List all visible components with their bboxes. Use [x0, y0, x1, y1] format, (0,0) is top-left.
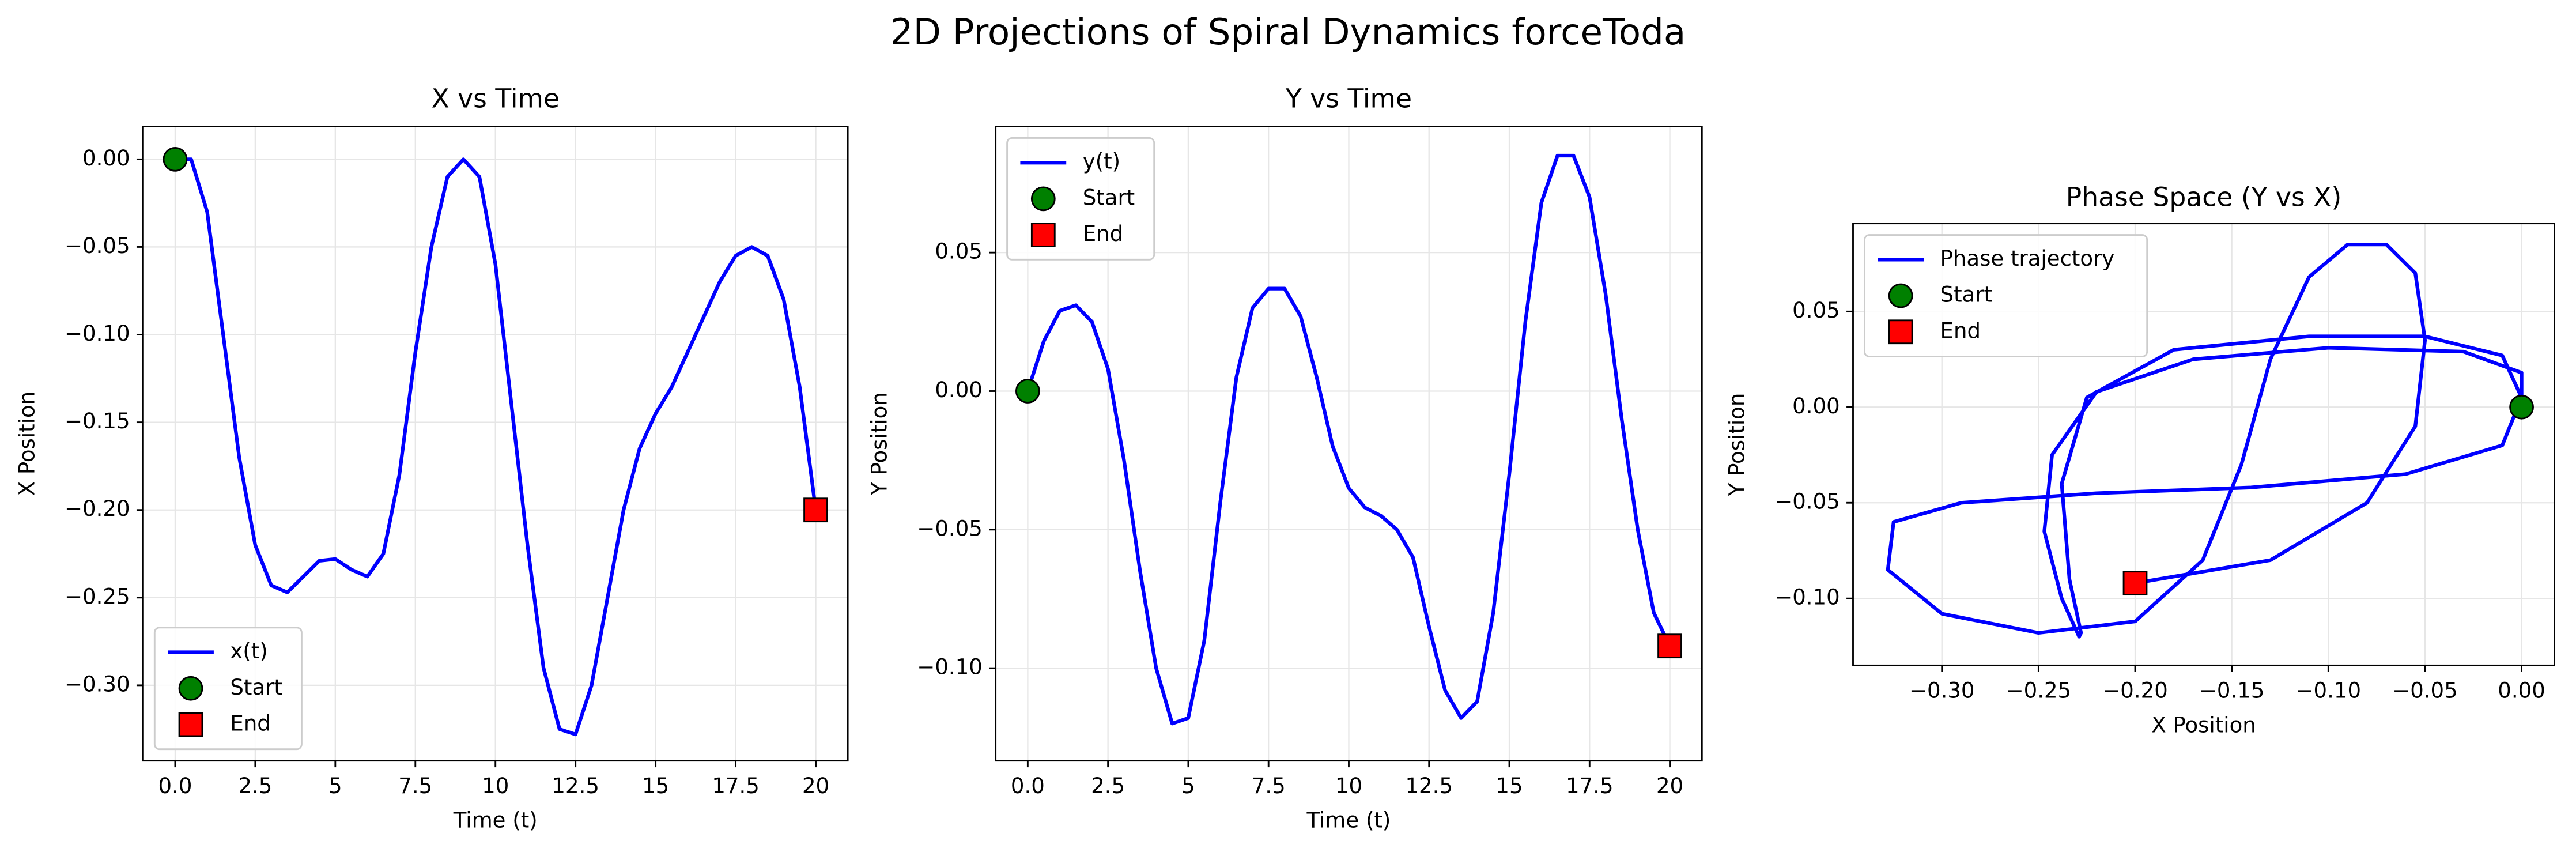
legend-label: Start	[1940, 282, 1993, 307]
x-tick-label: −0.15	[2199, 678, 2265, 703]
x-tick-label: −0.20	[2102, 678, 2168, 703]
legend-marker	[178, 676, 203, 701]
suptitle: 2D Projections of Spiral Dynamics forceT…	[890, 11, 1686, 53]
y-tick-label: 0.05	[935, 239, 983, 264]
end-marker	[1657, 633, 1682, 659]
chart-title: X vs Time	[431, 83, 560, 114]
x-tick-label: 7.5	[1252, 774, 1286, 798]
y-tick-label: −0.30	[65, 672, 130, 696]
x-tick-label: 20	[802, 774, 829, 798]
plot-frame	[1852, 223, 2555, 666]
x-tick-label: 15	[642, 774, 669, 798]
legend-marker	[1030, 186, 1056, 212]
start-marker	[1015, 379, 1040, 404]
legend-label: End	[230, 711, 270, 736]
legend-marker	[1888, 319, 1913, 345]
y-tick-label: −0.15	[65, 409, 130, 433]
x-tick-label: 5	[1181, 774, 1195, 798]
legend-label: Start	[230, 675, 282, 700]
plot-frame	[995, 126, 1703, 762]
legend-marker	[1030, 223, 1056, 247]
y-tick-label: 0.00	[935, 378, 983, 402]
y-tick-label: −0.10	[1774, 585, 1840, 610]
x-tick-label: 0.0	[158, 774, 192, 798]
legend-label: x(t)	[230, 639, 267, 663]
y-tick-label: −0.10	[65, 321, 130, 346]
legend-label: Start	[1083, 185, 1135, 210]
x-tick-label: 17.5	[1566, 774, 1614, 798]
x-tick-label: 17.5	[712, 774, 760, 798]
x-axis-label: Time (t)	[453, 808, 538, 833]
y-tick-label: −0.05	[1774, 489, 1840, 514]
x-tick-label: 15	[1495, 774, 1523, 798]
y-tick-label: −0.05	[65, 233, 130, 258]
legend-label: y(t)	[1083, 149, 1120, 174]
legend-label: End	[1940, 318, 1981, 343]
y-tick-label: −0.20	[65, 496, 130, 521]
chart-title: Y vs Time	[1285, 83, 1412, 114]
chart-title: Phase Space (Y vs X)	[2066, 182, 2341, 212]
x-axis-label: Time (t)	[1306, 808, 1391, 833]
data-line	[175, 157, 818, 737]
end-marker	[803, 497, 828, 523]
y-axis-label: Y Position	[867, 392, 892, 496]
legend-label: Phase trajectory	[1940, 246, 2115, 271]
x-axis-label: X Position	[2151, 712, 2256, 737]
x-tick-label: 5	[328, 774, 342, 798]
plot-frame	[142, 126, 849, 762]
x-tick-label: 2.5	[1091, 774, 1125, 798]
y-tick-label: 0.00	[1792, 394, 1840, 418]
data-line	[1886, 243, 2524, 639]
y-tick-label: −0.10	[917, 655, 983, 680]
y-axis-label: Y Position	[1724, 393, 1749, 497]
y-tick-label: 0.05	[1792, 298, 1840, 323]
x-tick-label: 10	[1335, 774, 1362, 798]
y-axis-label: X Position	[14, 391, 39, 496]
y-tick-label: 0.00	[82, 146, 130, 171]
x-tick-label: −0.10	[2296, 678, 2362, 703]
x-tick-label: 20	[1656, 774, 1683, 798]
x-tick-label: 12.5	[1405, 774, 1453, 798]
x-tick-label: 0.0	[1011, 774, 1045, 798]
x-tick-label: −0.30	[1909, 678, 1975, 703]
x-tick-label: 2.5	[238, 774, 272, 798]
start-marker	[163, 146, 188, 172]
x-tick-label: −0.25	[2006, 678, 2072, 703]
end-marker	[2122, 571, 2148, 596]
x-tick-label: 7.5	[398, 774, 432, 798]
y-tick-label: −0.25	[65, 584, 130, 609]
start-marker	[2509, 394, 2534, 420]
x-tick-label: 10	[482, 774, 509, 798]
legend-box	[1864, 234, 2148, 357]
legend-marker	[178, 712, 203, 737]
legend-marker	[1888, 283, 1913, 308]
x-tick-label: 12.5	[552, 774, 599, 798]
x-tick-label: −0.05	[2392, 678, 2458, 703]
legend-label: End	[1083, 221, 1123, 246]
data-line	[1026, 153, 1672, 726]
x-tick-label: 0.00	[2498, 678, 2545, 703]
y-tick-label: −0.05	[917, 516, 983, 541]
